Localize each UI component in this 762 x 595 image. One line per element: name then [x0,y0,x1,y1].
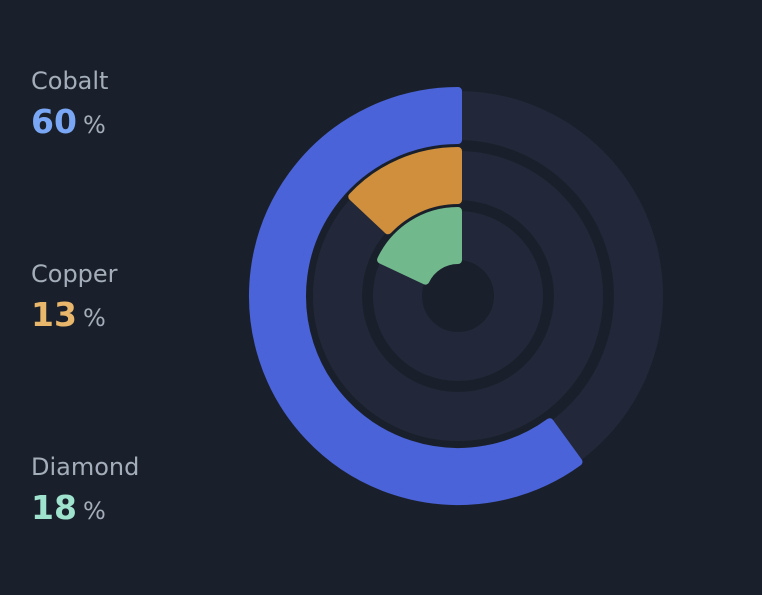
legend-item-diamond: Diamond 18% [31,455,139,524]
legend-label-cobalt: Cobalt [31,67,109,95]
legend-value-cobalt: 60% [31,105,108,138]
legend-label-diamond: Diamond [31,453,140,481]
legend-unit-diamond: % [82,497,106,525]
legend-label-copper: Copper [31,260,118,288]
legend-value-diamond: 18% [31,491,139,524]
ring-bars [249,87,583,505]
ring-bar-cobalt[interactable] [249,87,583,505]
ring-bar-copper[interactable] [348,147,462,235]
legend-unit-copper: % [82,304,106,332]
legend-item-cobalt: Cobalt 60% [31,69,108,138]
legend-item-copper: Copper 13% [31,262,118,331]
ring-bar-diamond[interactable] [377,207,462,285]
legend-value-copper: 13% [31,298,118,331]
legend-number-diamond: 18 [31,488,77,527]
legend-number-cobalt: 60 [31,102,77,141]
legend-unit-cobalt: % [82,111,106,139]
legend-number-copper: 13 [31,295,77,334]
